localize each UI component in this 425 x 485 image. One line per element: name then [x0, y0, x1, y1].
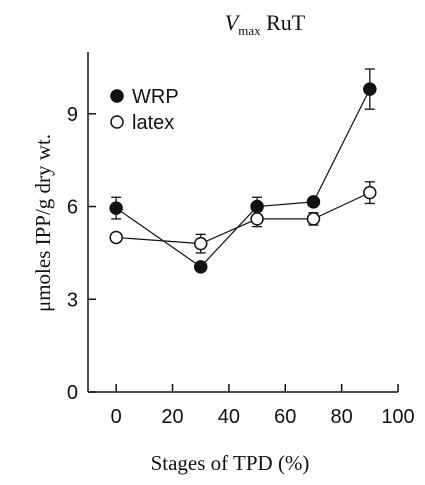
- x-tick-label: 100: [381, 406, 414, 428]
- data-point-wrp: [109, 201, 123, 215]
- x-ticks: 0 20 40 60 80 100: [111, 384, 415, 428]
- y-tick-label: 0: [67, 382, 78, 404]
- data-point-wrp: [306, 195, 321, 209]
- data-point-wrp: [193, 260, 208, 274]
- x-tick-label: 60: [274, 406, 296, 428]
- axes: [87, 52, 398, 393]
- x-tick-label: 20: [161, 406, 183, 428]
- series-points: [109, 82, 377, 274]
- title-v: V: [225, 10, 241, 35]
- x-tick-label: 0: [111, 406, 122, 428]
- data-point-latex: [363, 185, 377, 200]
- y-tick-label: 6: [67, 197, 78, 219]
- y-tick-label: 9: [67, 104, 78, 126]
- legend: WRP latex: [110, 86, 179, 134]
- series-line-latex: [116, 192, 371, 245]
- data-point-latex: [193, 236, 208, 251]
- data-point-latex: [109, 230, 123, 245]
- data-point-latex: [306, 212, 321, 226]
- chart-title: Vmax RuT: [225, 10, 306, 38]
- data-point-wrp: [250, 199, 264, 214]
- title-max: max: [238, 23, 261, 38]
- legend-marker-wrp: [110, 89, 124, 103]
- legend-marker-latex: [110, 115, 124, 129]
- y-ticks: 0 3 6 9: [67, 104, 96, 404]
- x-tick-label: 40: [218, 406, 240, 428]
- y-tick-label: 3: [67, 289, 78, 311]
- y-axis-label: μmoles IPP/g dry wt.: [31, 134, 55, 312]
- title-rut: RuT: [261, 10, 306, 35]
- legend-label-wrp: WRP: [132, 86, 179, 108]
- data-point-wrp: [363, 82, 377, 96]
- x-tick-label: 80: [331, 406, 353, 428]
- x-axis-label: Stages of TPD (%): [151, 451, 310, 475]
- data-point-latex: [250, 212, 264, 226]
- legend-label-latex: latex: [132, 112, 174, 134]
